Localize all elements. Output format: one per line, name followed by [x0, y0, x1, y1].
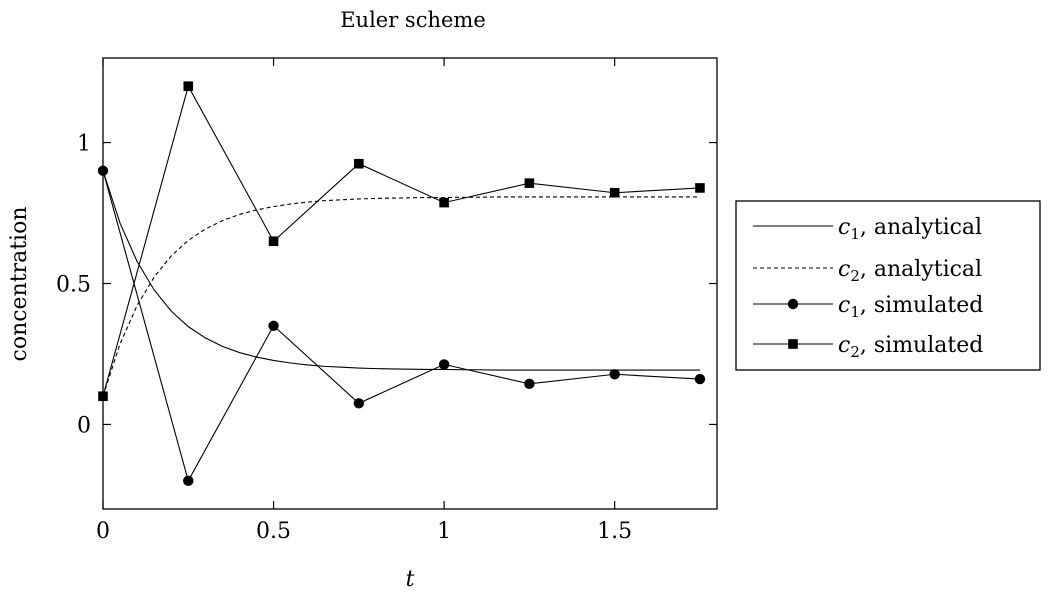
series-layer: [97, 81, 706, 487]
y-tick-label: 0.5: [56, 273, 91, 298]
series-line-c1-analytical: [102, 170, 700, 371]
data-point-c1-simulated: [353, 398, 365, 409]
legend-item: c2, simulated: [753, 333, 983, 361]
data-point-c1-simulated: [268, 320, 279, 331]
data-point-c2-simulated: [609, 187, 620, 198]
plot-frame: [102, 57, 718, 510]
data-point-c1-simulated: [694, 373, 706, 385]
plot-area: 0 0.5 1 1.5 0 0.5 1: [56, 57, 718, 544]
data-point-c1-simulated: [609, 369, 620, 380]
data-point-c1-simulated: [438, 359, 450, 370]
series-line-c2-analytical: [102, 196, 700, 397]
data-point-c2-simulated: [524, 178, 535, 188]
series-c2-simulated: [98, 81, 705, 402]
x-axis-label: t: [406, 567, 415, 592]
legend-label: c2, analytical: [838, 257, 982, 285]
legend-item: c1, analytical: [753, 215, 982, 243]
x-tick-label: 0: [96, 519, 110, 544]
data-point-c2-simulated: [354, 158, 364, 169]
legend-item: c2, analytical: [753, 257, 982, 285]
series-c2-analytical: [102, 196, 700, 397]
legend-label: c2, simulated: [838, 333, 983, 361]
legend-box: [735, 200, 1041, 371]
ticks-layer: 0 0.5 1 1.5 0 0.5 1: [56, 58, 717, 544]
y-tick-label: 1: [77, 132, 91, 157]
x-tick-label: 0.5: [256, 519, 291, 544]
x-tick-label: 1.5: [597, 519, 632, 544]
series-line-c2-simulated: [102, 84, 700, 397]
legend-label: c1, simulated: [838, 293, 983, 321]
series-line-c1-simulated: [102, 170, 700, 483]
legend: c1, analytical c2, analytical c1, simulate…: [735, 200, 1041, 371]
series-c1-simulated: [97, 165, 706, 487]
y-tick-label: 0: [77, 413, 91, 438]
data-point-c2-simulated: [695, 183, 705, 193]
series-c1-analytical: [102, 170, 700, 371]
x-tick-label: 1: [437, 519, 451, 544]
legend-label: c1, analytical: [838, 215, 982, 243]
data-point-c2-simulated: [268, 236, 279, 247]
legend-item: c1, simulated: [753, 293, 983, 321]
y-axis-label: concentration: [7, 206, 32, 361]
data-point-c1-simulated: [524, 378, 535, 390]
data-point-c1-simulated: [183, 475, 194, 487]
data-point-c2-simulated: [439, 197, 449, 208]
legend-marker: [787, 298, 799, 310]
chart-title: Euler scheme: [340, 8, 486, 32]
data-point-c2-simulated: [183, 81, 194, 91]
legend-marker: [788, 339, 798, 349]
